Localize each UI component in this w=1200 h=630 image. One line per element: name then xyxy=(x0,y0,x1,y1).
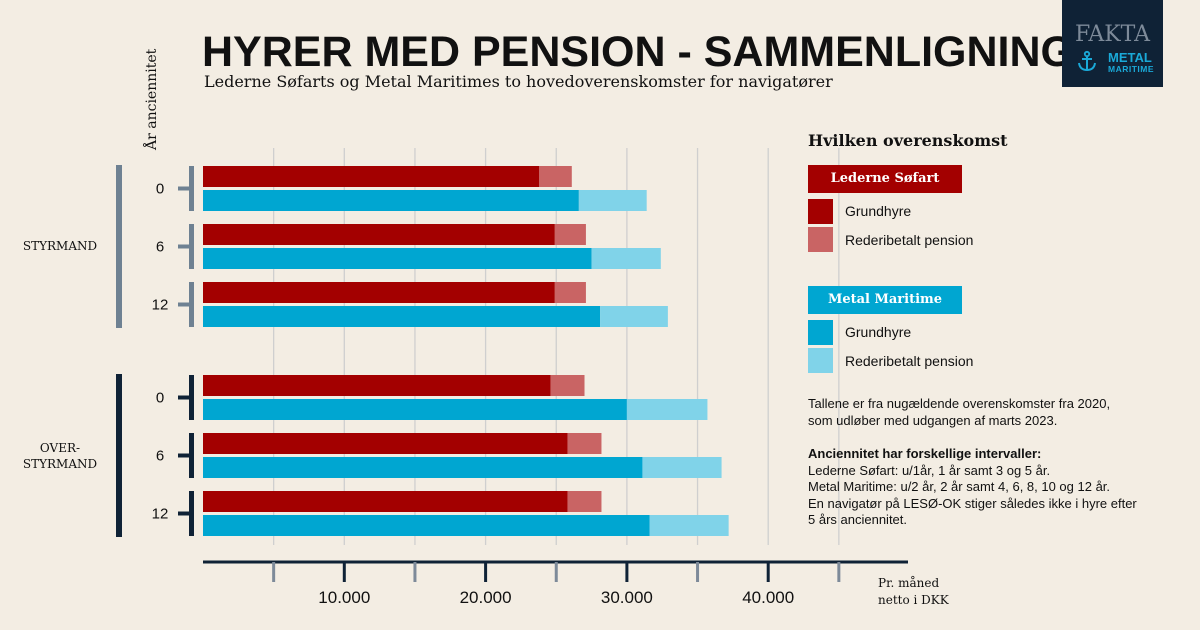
seniority-label: 0 xyxy=(156,390,164,407)
row-bracket-tick xyxy=(178,244,192,249)
page-title: HYRER MED PENSION - SAMMENLIGNING xyxy=(202,28,1074,76)
x-tick-label: 20.000 xyxy=(460,588,512,607)
seniority-label: 12 xyxy=(152,506,169,523)
bar-metal-grundhyre xyxy=(203,248,592,269)
legend-label-metal-grundhyre: Grundhyre xyxy=(845,324,912,340)
seniority-label: 6 xyxy=(156,448,164,465)
bar-metal-grundhyre xyxy=(203,306,601,327)
bar-lederne-pension xyxy=(554,224,586,245)
legend-title: Hvilken overenskomst xyxy=(808,131,1008,150)
legend-head-lederne: Lederne Søfart xyxy=(808,165,962,193)
legend-swatch-lederne-grundhyre xyxy=(808,199,833,224)
legend-swatch-metal-pension xyxy=(808,348,833,373)
bar-lederne-pension xyxy=(539,166,572,187)
legend-label-lederne-pension: Rederibetalt pension xyxy=(845,232,974,248)
bar-metal-grundhyre xyxy=(203,190,579,211)
group-label-styrmand: STYRMAND xyxy=(0,238,120,254)
legend-swatch-metal-grundhyre xyxy=(808,320,833,345)
note-line: som udløber med udgangen af marts 2023. xyxy=(808,412,1058,428)
group-label-line: STYRMAND xyxy=(22,457,98,471)
anchor-icon xyxy=(1078,50,1096,72)
bar-metal-grundhyre xyxy=(203,399,627,420)
fakta-badge: FAKTA METAL MARITIME xyxy=(1062,0,1163,87)
bar-lederne-grundhyre xyxy=(203,491,568,512)
note-line: Tallene er fra nugældende overenskomster… xyxy=(808,396,1111,411)
bar-lederne-grundhyre xyxy=(203,224,555,245)
legend-label-metal-pension: Rederibetalt pension xyxy=(845,353,974,369)
bar-lederne-pension xyxy=(550,375,585,396)
group-label-overstyrmand: OVER- STYRMAND xyxy=(0,440,120,472)
row-bracket-tick xyxy=(178,186,192,191)
note-line: 5 års anciennitet. xyxy=(808,512,908,527)
bar-metal-pension xyxy=(626,399,708,420)
bar-lederne-grundhyre xyxy=(203,282,555,303)
row-bracket-tick xyxy=(178,511,192,516)
note-line: Metal Maritime: u/2 år, 2 år samt 4, 6, … xyxy=(808,479,1111,494)
bar-metal-grundhyre xyxy=(203,515,650,536)
note-line: En navigatør på LESØ-OK stiger således i… xyxy=(808,495,1137,511)
legend-label-lederne-grundhyre: Grundhyre xyxy=(845,203,912,219)
group-label-line: OVER- xyxy=(39,441,81,455)
x-tick-label: 40.000 xyxy=(742,588,794,607)
legend-swatch-lederne-pension xyxy=(808,227,833,252)
badge-logo-line1: METAL xyxy=(1108,50,1152,65)
note-line: Lederne Søfart: u/1år, 1 år samt 3 og 5 … xyxy=(808,462,1051,478)
note-intervals: Anciennitet har forskellige intervaller:… xyxy=(808,446,1137,529)
bar-metal-pension xyxy=(591,248,661,269)
legend-head-metal: Metal Maritime xyxy=(808,286,962,314)
row-bracket-tick xyxy=(178,302,192,307)
x-axis-unit-line: Pr. måned xyxy=(878,576,940,590)
seniority-label: 12 xyxy=(152,297,169,314)
bar-metal-pension xyxy=(649,515,729,536)
bar-metal-pension xyxy=(642,457,722,478)
badge-logo-line2: MARITIME xyxy=(1108,64,1155,74)
bar-lederne-grundhyre xyxy=(203,433,568,454)
x-axis-unit-line: netto i DKK xyxy=(878,593,949,607)
note-heading: Anciennitet har forskellige intervaller: xyxy=(808,446,1042,461)
bar-lederne-grundhyre xyxy=(203,166,540,187)
note-intro: Tallene er fra nugældende overenskomster… xyxy=(808,396,1110,429)
bar-lederne-grundhyre xyxy=(203,375,551,396)
bar-metal-pension xyxy=(600,306,668,327)
bar-metal-pension xyxy=(578,190,647,211)
seniority-label: 0 xyxy=(156,181,164,198)
bar-lederne-pension xyxy=(567,433,602,454)
x-tick-label: 10.000 xyxy=(318,588,370,607)
group-label-line: STYRMAND xyxy=(22,239,98,253)
bar-metal-grundhyre xyxy=(203,457,643,478)
x-tick-label: 30.000 xyxy=(601,588,653,607)
group-bracket xyxy=(116,165,122,328)
page-subtitle: Lederne Søfarts og Metal Maritimes to ho… xyxy=(204,72,833,91)
row-bracket-tick xyxy=(178,453,192,458)
group-bracket xyxy=(116,374,122,537)
row-bracket-tick xyxy=(178,395,192,400)
x-axis-unit-label: Pr. måned netto i DKK xyxy=(878,575,949,609)
seniority-label: 6 xyxy=(156,239,164,256)
bar-lederne-pension xyxy=(567,491,602,512)
bar-lederne-pension xyxy=(554,282,586,303)
badge-label: FAKTA xyxy=(1074,22,1151,47)
